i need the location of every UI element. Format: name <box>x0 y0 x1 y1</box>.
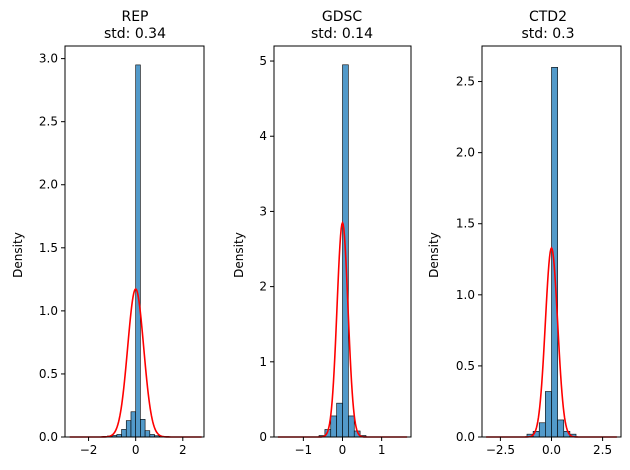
y-tick-label: 4 <box>259 129 267 143</box>
x-tick-label: 0.0 <box>542 443 561 457</box>
histogram-bar <box>545 391 552 438</box>
y-tick-label: 5 <box>259 54 267 68</box>
x-tick-label: −2 <box>80 443 98 457</box>
subplot-ctd2: CTD2 std: 0.3 Density −2.5 0.0 2.5 0.0 0.5 1… <box>427 9 622 457</box>
histogram-bar <box>330 415 337 438</box>
y-tick-label: 2.5 <box>456 75 475 89</box>
histogram-bar <box>121 429 127 438</box>
y-tick-label: 3 <box>259 204 267 218</box>
y-tick-label: 1.0 <box>39 304 58 318</box>
y-ticks: 0 1 2 3 4 5 <box>259 54 274 444</box>
subplot-subtitle: std: 0.14 <box>311 26 373 42</box>
y-ticks: 0.0 0.5 1.0 1.5 2.0 2.5 3.0 <box>39 52 65 444</box>
x-tick-label: 2 <box>179 443 187 457</box>
histogram-bars <box>526 67 577 438</box>
y-tick-label: 2.0 <box>456 146 475 160</box>
y-tick-label: 0.0 <box>456 430 475 444</box>
y-tick-label: 2 <box>259 280 267 294</box>
y-tick-label: 0.0 <box>39 430 58 444</box>
histogram-bar <box>557 419 565 438</box>
x-ticks: −2 0 2 <box>80 437 187 457</box>
subplot-title: CTD2 <box>529 9 567 25</box>
y-ticks: 0.0 0.5 1.0 1.5 2.0 2.5 <box>456 75 482 444</box>
subplot-title: REP <box>121 9 148 25</box>
x-tick-label: 0 <box>339 443 347 457</box>
x-tick-label: 2.5 <box>593 443 612 457</box>
y-axis-label: Density <box>427 232 441 278</box>
y-tick-label: 0.5 <box>456 359 475 373</box>
y-axis-label: Density <box>11 232 25 278</box>
x-ticks: −2.5 0.0 2.5 <box>486 437 612 457</box>
x-tick-label: −1 <box>295 443 313 457</box>
y-tick-label: 1.5 <box>456 217 475 231</box>
x-tick-label: −2.5 <box>486 443 515 457</box>
x-ticks: −1 0 1 <box>295 437 386 457</box>
axes-frame <box>481 45 622 438</box>
axes-frame <box>273 45 412 438</box>
subplot-rep: REP std: 0.34 Density −2 0 2 0.0 0.5 1.0 1.5 2… <box>11 9 205 457</box>
histogram-bars <box>318 64 367 438</box>
y-tick-label: 1.5 <box>39 241 58 255</box>
subplot-subtitle: std: 0.3 <box>521 26 574 42</box>
subplot-subtitle: std: 0.34 <box>104 26 166 42</box>
y-tick-label: 1 <box>259 355 267 369</box>
histogram-bar <box>144 430 151 438</box>
histogram-bar <box>336 402 343 438</box>
subplot-gdsc: GDSC std: 0.14 Density −1 0 1 0 1 2 3 4 5 <box>232 9 412 457</box>
histogram-bar <box>140 419 146 438</box>
y-tick-label: 0.5 <box>39 367 58 381</box>
y-tick-label: 2.0 <box>39 178 58 192</box>
y-axis-label: Density <box>232 232 246 278</box>
x-tick-label: 1 <box>378 443 386 457</box>
y-tick-label: 3.0 <box>39 52 58 66</box>
histogram-bar <box>538 422 546 438</box>
subplot-title: GDSC <box>322 9 363 25</box>
histogram-bar <box>125 420 132 438</box>
axes-frame <box>64 45 205 438</box>
x-tick-label: 0 <box>132 443 140 457</box>
y-tick-label: 1.0 <box>456 288 475 302</box>
y-tick-label: 2.5 <box>39 115 58 129</box>
histogram-bar <box>135 64 141 438</box>
histogram-bars <box>102 64 169 438</box>
histogram-bar <box>348 415 355 438</box>
y-tick-label: 0 <box>259 430 267 444</box>
histogram-bar <box>130 411 136 438</box>
